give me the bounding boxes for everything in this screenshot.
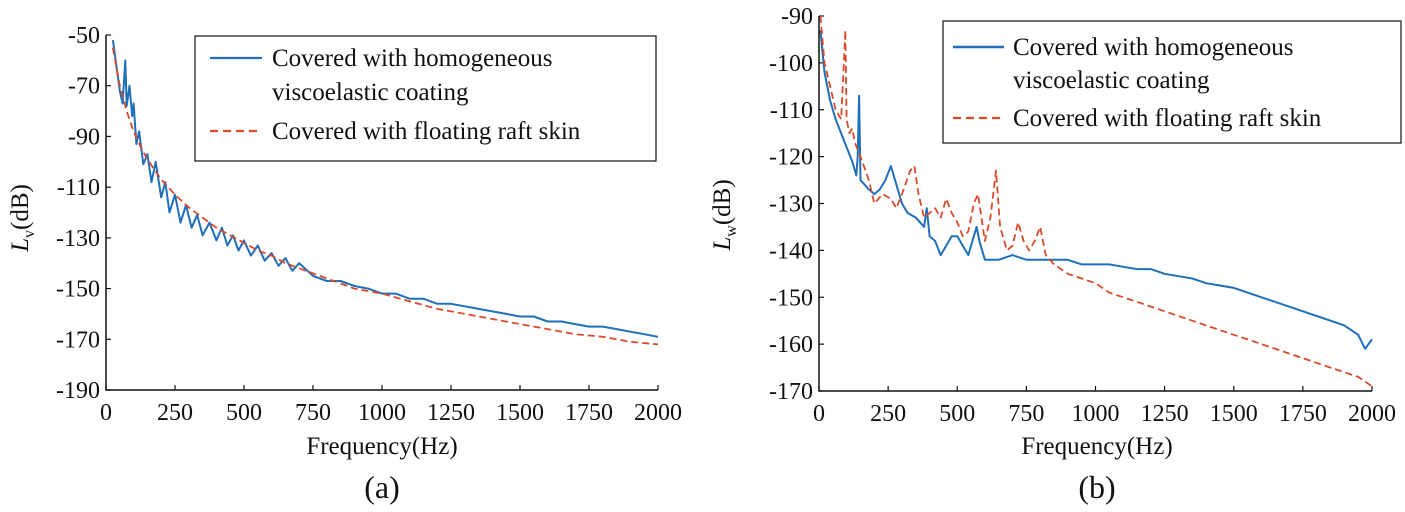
y-tick-label: -120 [769,145,813,171]
y-axis-label-main-a: L [7,238,34,253]
x-tick-label: 1750 [1279,401,1327,427]
x-tick-label: 1250 [427,400,475,426]
series-line-floating-raft-skin [819,15,1373,388]
x-tick-label: 0 [813,401,825,427]
y-tick-label: -160 [769,332,813,358]
y-tick-label: -50 [68,23,100,49]
legend-label-b-1-line2: viscoelastic coating [1013,67,1210,94]
y-ticks-b: -90 -100 -110 -120 -130 -140 -150 -160 -170 [769,4,824,405]
x-tick-label: 250 [870,401,906,427]
series-line-homogeneous-coating [819,30,1373,350]
chart-panel-a: Lv(dB) -50 -70 -90 -110 -130 -150 -170 -190 0 25… [7,23,682,505]
y-axis-label-text-b: Lw(dB) [709,179,740,251]
legend-label-a-1-line2: viscoelastic coating [272,79,469,106]
axis-frame-b [818,16,1372,392]
y-tick-label: -130 [56,226,100,252]
x-tick-label: 500 [939,401,975,427]
legend-box-b [942,20,1402,144]
legend-a: Covered with homogeneous viscoelastic co… [194,35,657,162]
y-tick-label: -150 [56,277,100,303]
x-tick-label: 1000 [1072,401,1120,427]
y-tick-label: -130 [769,192,813,218]
x-tick-label: 750 [1008,401,1044,427]
series-line-floating-raft-skin [112,47,659,346]
y-axis-label-a: Lv(dB) [7,184,38,253]
x-axis-label-b: Frequency(Hz) [1021,433,1172,460]
panel-label-a: (a) [364,469,400,505]
x-ticks-a: 0 250 500 750 1000 1250 1500 1750 2000 [100,385,682,426]
legend-label-a-2: Covered with floating raft skin [272,118,581,145]
legend-label-b-2: Covered with floating raft skin [1013,105,1322,132]
series-line-homogeneous-coating [111,39,659,338]
y-tick-label: -90 [68,124,100,150]
series-group-b [819,15,1373,388]
x-tick-label: 750 [295,400,331,426]
y-tick-label: -100 [769,51,813,77]
chart-panel-b: Lw(dB) -90 -100 -110 -120 -130 -140 -150 -160 -1… [709,4,1402,505]
legend-box-a [194,35,657,162]
y-tick-label: -110 [57,175,100,201]
x-ticks-b: 0 250 500 750 1000 1250 1500 1750 2000 [813,386,1396,427]
legend-label-a-1-line1: Covered with homogeneous [272,45,553,72]
x-tick-label: 1000 [358,400,406,426]
x-tick-label: 2000 [634,400,682,426]
y-tick-label: -150 [769,285,813,311]
y-tick-label: -90 [781,4,813,30]
y-tick-label: -170 [769,379,813,405]
y-axis-label-b: Lw(dB) [709,179,740,251]
x-tick-label: 1750 [565,400,613,426]
x-tick-label: 2000 [1348,401,1396,427]
y-ticks-a: -50 -70 -90 -110 -130 -150 -170 -190 [56,23,111,404]
axis-frame-a [105,35,658,391]
y-tick-label: -190 [56,378,100,404]
y-axis-label-unit-a: (dB) [7,184,34,230]
x-axis-label-a: Frequency(Hz) [306,433,457,460]
y-axis-label-sub-a: v [21,230,38,238]
plot-area-b: -90 -100 -110 -120 -130 -140 -150 -160 -170 0 250… [769,4,1396,427]
y-axis-label-unit-b: (dB) [709,179,736,225]
x-tick-label: 1500 [1210,401,1258,427]
y-tick-label: -170 [56,327,100,353]
x-tick-label: 1250 [1141,401,1189,427]
x-tick-label: 250 [157,400,193,426]
y-axis-label-text-a: Lv(dB) [7,184,38,253]
y-axis-label-sub-b: w [723,225,740,237]
plot-area-a: -50 -70 -90 -110 -130 -150 -170 -190 0 250 500 750… [56,23,682,426]
legend-label-b-1-line1: Covered with homogeneous [1013,34,1294,61]
x-tick-label: 1500 [496,400,544,426]
legend-b: Covered with homogeneous viscoelastic co… [942,20,1402,144]
y-tick-label: -140 [769,238,813,264]
x-tick-label: 0 [100,400,112,426]
y-tick-label: -110 [770,98,813,124]
series-group-a [111,39,659,346]
y-axis-label-main-b: L [709,237,736,252]
panel-label-b: (b) [1078,469,1115,505]
x-tick-label: 500 [226,400,262,426]
y-tick-label: -70 [68,74,100,100]
